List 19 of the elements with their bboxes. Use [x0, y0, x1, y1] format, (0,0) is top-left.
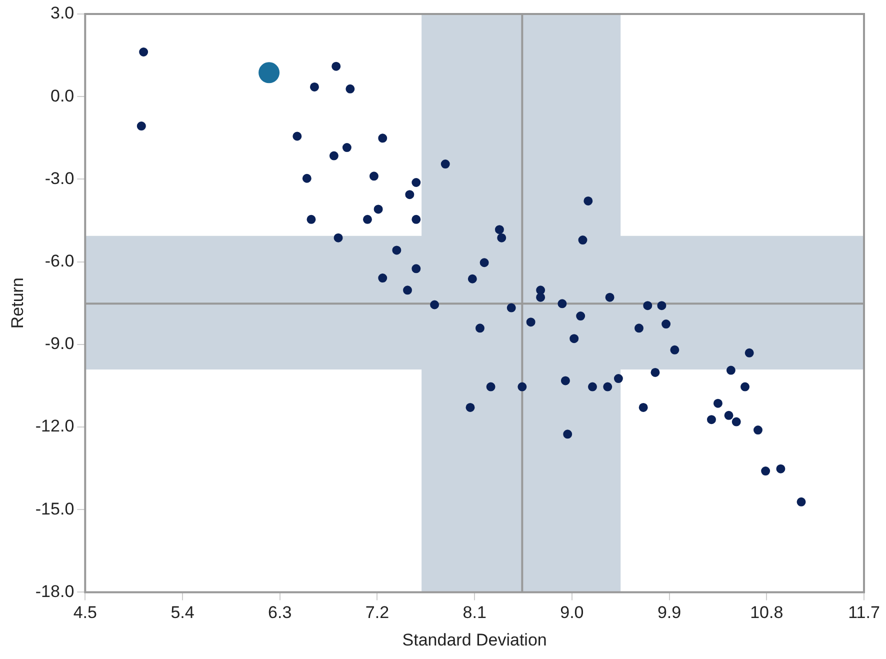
- x-tick-label: 5.4: [170, 603, 194, 622]
- y-tick-label: -6.0: [44, 251, 74, 270]
- y-axis-title: Return: [8, 278, 27, 329]
- y-tick-label: 0.0: [50, 86, 74, 106]
- x-tick-label: 7.2: [365, 603, 390, 622]
- x-tick-label: 9.0: [560, 603, 584, 622]
- x-tick-label: 9.9: [657, 603, 682, 622]
- y-tick-label: -15.0: [35, 499, 74, 518]
- x-tick-label: 6.3: [268, 603, 292, 622]
- x-tick-label: 11.7: [848, 603, 880, 622]
- y-tick-label: -12.0: [35, 416, 74, 436]
- y-tick-label: -18.0: [35, 582, 74, 601]
- y-tick-label: 3.0: [50, 4, 74, 23]
- y-tick-label: -9.0: [44, 334, 74, 354]
- x-axis-title: Standard Deviation: [402, 630, 547, 650]
- x-tick-label: 8.1: [462, 603, 486, 622]
- y-tick-label: -3.0: [44, 168, 74, 188]
- x-tick-label: 10.8: [750, 603, 784, 622]
- x-tick-label: 4.5: [73, 603, 97, 622]
